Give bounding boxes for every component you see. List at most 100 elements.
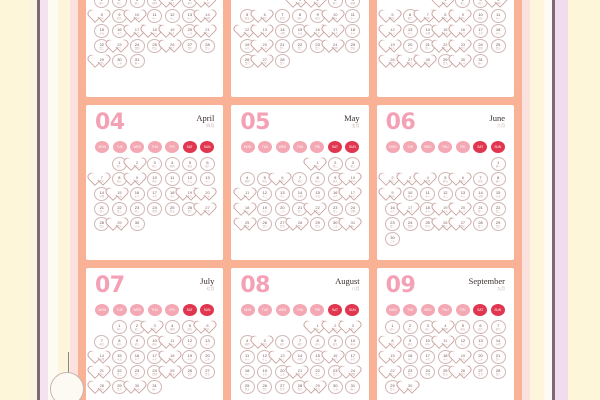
day-cell[interactable]: 26 廿六 xyxy=(182,365,198,379)
day-cell[interactable]: 13 十三 xyxy=(473,335,489,349)
day-cell[interactable]: 16 十六 xyxy=(129,350,145,364)
day-cell-heart[interactable]: 11 十一 xyxy=(240,187,255,201)
day-cell[interactable]: 4初四 xyxy=(345,0,361,8)
day-cell[interactable]: 24 廿四 xyxy=(402,217,418,231)
day-cell[interactable]: 22 廿二 xyxy=(111,365,127,379)
day-cell-heart[interactable]: 18 十八 xyxy=(165,350,180,364)
day-cell[interactable]: 20 二十 xyxy=(274,202,290,216)
day-cell[interactable]: 15 十五 xyxy=(310,187,326,201)
day-cell-heart[interactable]: 14 十四 xyxy=(94,350,109,364)
day-cell[interactable]: 27 廿七 xyxy=(200,365,215,379)
day-cell[interactable]: 8 初八 xyxy=(490,172,506,186)
day-cell-heart[interactable]: 1初一 xyxy=(438,0,453,8)
day-cell[interactable]: 30 三十 xyxy=(384,232,400,246)
day-cell[interactable]: 29 廿九 xyxy=(310,217,326,231)
day-cell[interactable]: 2初二 xyxy=(111,0,127,8)
day-cell-heart[interactable]: 25 廿五 xyxy=(165,365,180,379)
day-cell[interactable]: 28 廿八 xyxy=(473,217,489,231)
month-card-09[interactable]: 09 September 九月 MON TUE WED THU FRI SAT SUN 1 初一 2 初二… xyxy=(376,268,514,400)
day-cell-heart[interactable]: 6 初六 xyxy=(455,172,470,186)
day-cell-heart[interactable]: 20 二十 xyxy=(257,39,272,53)
day-cell-heart[interactable]: 3 初三 xyxy=(147,320,162,334)
day-cell-heart[interactable]: 15 十五 xyxy=(112,187,127,201)
day-cell-heart[interactable]: 21 廿一 xyxy=(200,24,215,38)
day-cell[interactable]: 14 十四 xyxy=(490,335,506,349)
day-cell[interactable]: 26 廿六 xyxy=(257,380,273,394)
day-cell[interactable]: 3初三 xyxy=(129,0,145,8)
day-cell[interactable]: 21 廿一 xyxy=(274,39,290,53)
day-cell[interactable]: 10 初十 xyxy=(402,187,418,201)
month-card-07[interactable]: 07 July 七月 MON TUE WED THU FRI SAT SUN 1 初一 2 初二 3 初三 4 初… xyxy=(86,268,224,400)
day-cell-heart[interactable]: 30 三十 xyxy=(455,54,470,68)
day-cell[interactable]: 13 十三 xyxy=(200,335,215,349)
day-cell[interactable]: 8 初八 xyxy=(310,172,326,186)
day-cell[interactable]: 18 十八 xyxy=(345,24,361,38)
day-cell-heart[interactable]: 27 廿七 xyxy=(455,217,470,231)
day-cell[interactable]: 28 廿八 xyxy=(490,365,506,379)
day-cell[interactable]: 25 廿五 xyxy=(239,380,255,394)
day-cell-heart[interactable]: 27 廿七 xyxy=(403,54,418,68)
month-card-06[interactable]: 06 June 六月 MON TUE WED THU FRI SAT SUN 1 初一 2 初二 3 初三 4 初… xyxy=(376,105,514,260)
day-cell[interactable]: 17 十七 xyxy=(473,24,489,38)
day-cell[interactable]: 2初二 xyxy=(455,0,471,8)
day-cell[interactable]: 12 十二 xyxy=(182,172,198,186)
day-cell[interactable]: 24 廿四 xyxy=(473,39,489,53)
day-cell-heart[interactable]: 14 十四 xyxy=(200,9,215,23)
day-cell-heart[interactable]: 18 十八 xyxy=(147,24,162,38)
day-cell[interactable]: 23 廿三 xyxy=(402,365,418,379)
day-cell[interactable]: 14 十四 xyxy=(274,24,290,38)
day-cell[interactable]: 25 廿五 xyxy=(345,39,361,53)
day-cell[interactable]: 1初一 xyxy=(94,0,110,8)
day-cell-heart[interactable]: 6 初六 xyxy=(257,9,272,23)
day-cell[interactable]: 21 廿一 xyxy=(490,350,506,364)
day-cell-heart[interactable]: 23 廿三 xyxy=(112,39,127,53)
day-cell-heart[interactable]: 20 二十 xyxy=(455,202,470,216)
day-cell-heart[interactable]: 24 廿四 xyxy=(345,365,360,379)
day-cell[interactable]: 31 卅一 xyxy=(473,54,489,68)
day-cell-heart[interactable]: 8 初八 xyxy=(94,9,109,23)
day-cell-heart[interactable]: 4初四 xyxy=(491,0,506,8)
day-cell-heart[interactable]: 28 廿八 xyxy=(420,54,435,68)
day-cell-heart[interactable]: 8 初八 xyxy=(385,335,400,349)
day-cell-heart[interactable]: 12 十二 xyxy=(385,24,400,38)
day-cell-heart[interactable]: 21 廿一 xyxy=(94,365,109,379)
day-cell[interactable]: 9 初九 xyxy=(327,335,343,349)
day-cell[interactable]: 9 初九 xyxy=(402,335,418,349)
day-cell-heart[interactable]: 6 初六 xyxy=(200,320,215,334)
day-cell-heart[interactable]: 3 初三 xyxy=(345,320,360,334)
day-cell-heart[interactable]: 10 初十 xyxy=(130,9,145,23)
day-cell-heart[interactable]: 21 廿一 xyxy=(292,365,307,379)
day-cell[interactable]: 18 十八 xyxy=(490,24,506,38)
day-cell[interactable]: 7 初七 xyxy=(94,335,110,349)
day-cell[interactable]: 8 初八 xyxy=(310,335,326,349)
day-cell-heart[interactable]: 26 廿六 xyxy=(438,217,453,231)
day-cell-heart[interactable]: 13 十三 xyxy=(275,350,290,364)
day-cell[interactable]: 31 卅一 xyxy=(345,380,361,394)
day-cell[interactable]: 7 初七 xyxy=(292,335,308,349)
day-cell[interactable]: 8 初八 xyxy=(292,9,308,23)
day-cell[interactable]: 8 初八 xyxy=(111,335,127,349)
day-cell-heart[interactable]: 9 初九 xyxy=(455,9,470,23)
day-cell-heart[interactable]: 5初五 xyxy=(165,0,180,8)
day-cell-heart[interactable]: 26 廿六 xyxy=(385,54,400,68)
day-cell-heart[interactable]: 19 十九 xyxy=(165,24,180,38)
day-cell[interactable]: 28 廿八 xyxy=(274,54,290,68)
day-cell[interactable]: 11 十一 xyxy=(239,350,255,364)
day-cell[interactable]: 11 十一 xyxy=(164,172,180,186)
month-card-08[interactable]: 08 August 八月 MON TUE WED THU FRI SAT SUN 1 初一 2 初二 3 初三… xyxy=(231,268,369,400)
day-cell-heart[interactable]: 28 廿八 xyxy=(292,217,307,231)
